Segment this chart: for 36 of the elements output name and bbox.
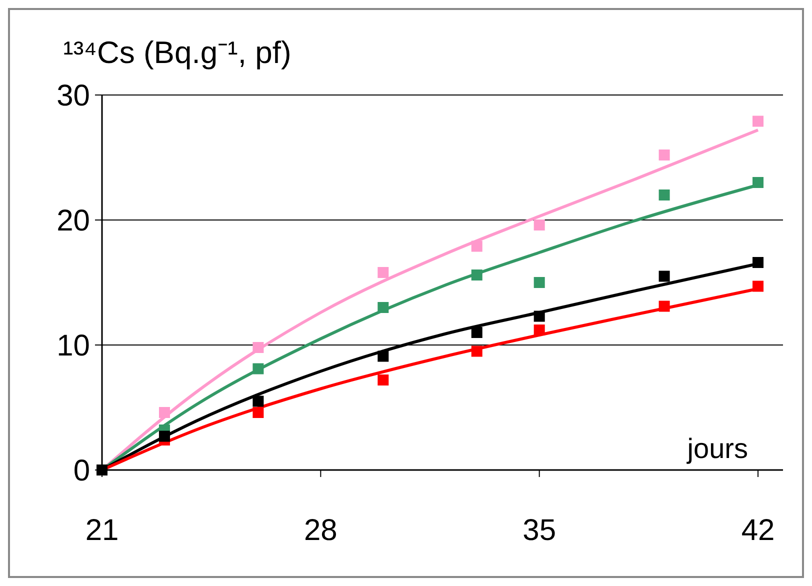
y-tick-label: 30 [56,80,90,112]
point [378,350,389,362]
point [471,240,482,252]
point [378,267,389,278]
point [378,374,389,386]
x-tick-label: 21 [85,514,119,547]
chart-title: ¹³⁴Cs (Bq.g⁻¹, pf) [63,35,292,70]
y-tick-label: 0 [73,454,90,488]
point [752,116,764,127]
x-tick-label: 28 [304,514,338,547]
point [534,220,545,230]
point [534,310,545,322]
point [471,327,482,338]
point [252,396,264,407]
x-tick-label: 42 [741,514,775,547]
point [658,190,670,200]
x-tick-label: 35 [522,514,556,547]
point [752,257,764,268]
point [158,407,170,418]
point [471,346,482,357]
point [534,277,545,288]
point [658,270,670,282]
y-tick-label: 10 [56,330,90,362]
point [252,407,264,418]
point [471,270,482,280]
point [252,363,264,374]
point [378,302,389,313]
point [658,300,670,312]
point [658,150,670,160]
y-tick-label: 20 [56,204,90,238]
point [158,430,170,442]
point [534,324,545,336]
point [252,342,264,353]
point [752,177,764,188]
point [752,280,764,292]
x-axis-title: jours [686,433,748,464]
